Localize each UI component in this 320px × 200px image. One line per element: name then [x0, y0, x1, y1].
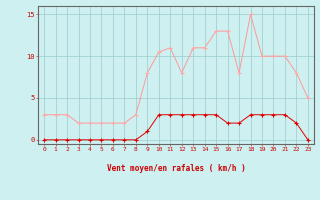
X-axis label: Vent moyen/en rafales ( km/h ): Vent moyen/en rafales ( km/h ) — [107, 164, 245, 173]
